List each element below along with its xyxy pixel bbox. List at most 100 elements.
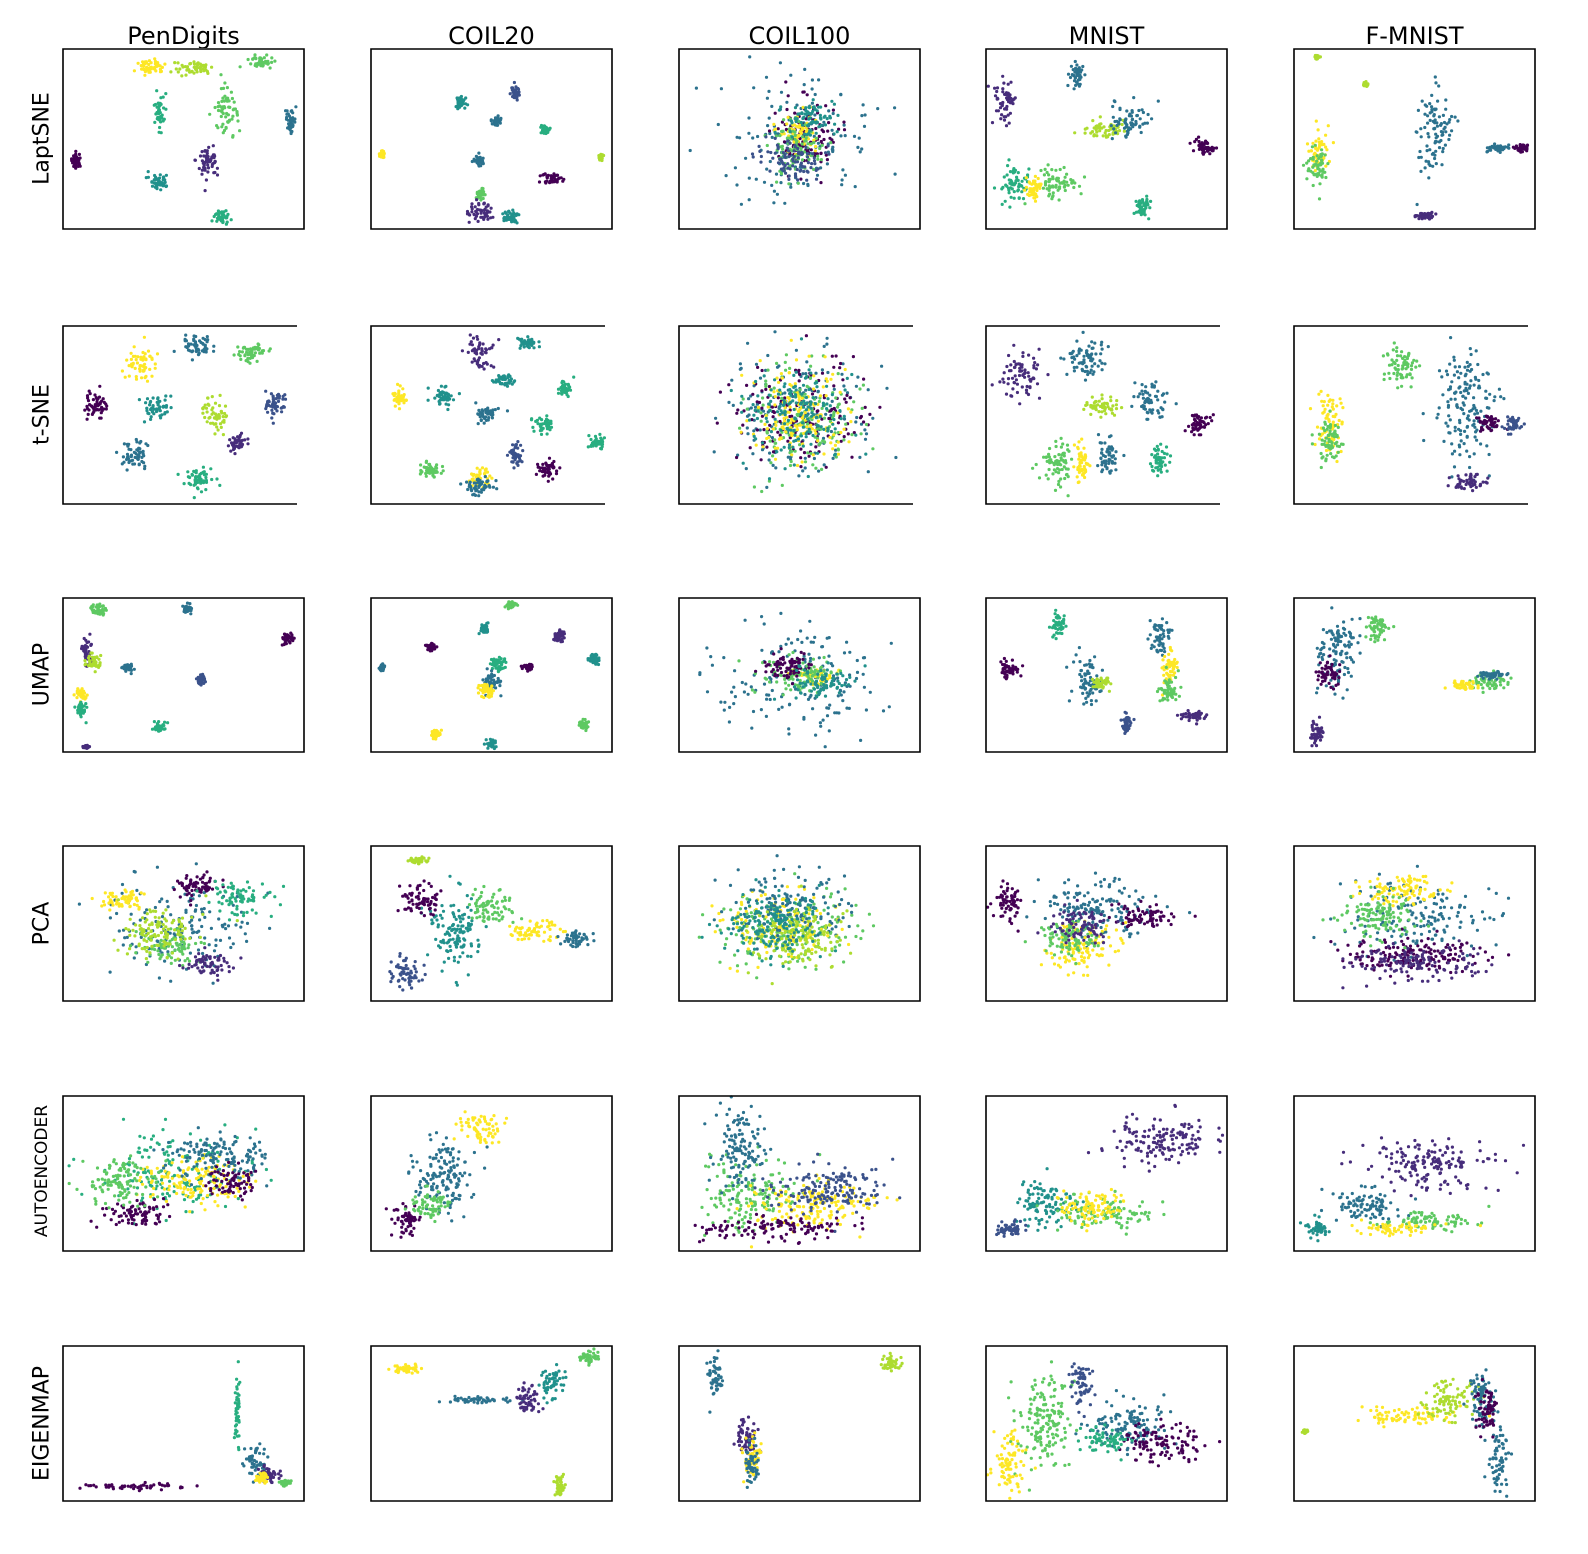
scatter-point	[267, 349, 271, 353]
scatter-point	[813, 162, 817, 166]
scatter-point	[1099, 122, 1103, 126]
scatter-point	[804, 388, 808, 392]
scatter-point	[483, 483, 487, 487]
scatter-point	[804, 408, 808, 412]
scatter-point	[740, 410, 744, 414]
scatter-point	[207, 403, 211, 407]
scatter-point	[496, 114, 500, 118]
scatter-point	[797, 398, 801, 402]
scatter-point	[849, 410, 853, 414]
scatter-point	[995, 97, 999, 101]
scatter-point	[162, 175, 166, 179]
scatter-point	[1100, 447, 1104, 451]
scatter-point	[1448, 118, 1452, 122]
scatter-point	[863, 428, 867, 432]
scatter-point	[814, 126, 818, 131]
scatter-point	[1093, 341, 1097, 345]
scatter-point	[714, 416, 718, 420]
scatter-point	[218, 483, 222, 487]
scatter-point	[194, 347, 199, 351]
scatter-point	[169, 406, 173, 410]
scatter-point	[1039, 182, 1043, 186]
scatter-point	[993, 86, 997, 90]
scatter-point	[203, 189, 207, 193]
scatter-point	[593, 434, 598, 438]
scatter-point	[1021, 351, 1025, 355]
scatter-point	[1112, 413, 1117, 417]
scatter-point	[782, 132, 786, 136]
scatter-point	[499, 376, 503, 380]
scatter-point	[525, 343, 529, 348]
scatter-point	[1061, 458, 1065, 462]
point-group	[712, 330, 898, 494]
scatter-point	[806, 142, 810, 146]
scatter-point	[189, 342, 193, 346]
scatter-point	[1147, 217, 1151, 221]
scatter-point	[848, 396, 852, 400]
scatter-point	[598, 432, 602, 436]
scatter-point	[1117, 129, 1122, 133]
scatter-point	[1129, 121, 1133, 125]
scatter-point	[1008, 170, 1013, 174]
scatter-point	[752, 429, 756, 433]
scatter-point	[474, 475, 478, 479]
scatter-point	[147, 412, 151, 416]
scatter-point	[1138, 117, 1142, 121]
scatter-point	[791, 399, 795, 403]
scatter-point	[822, 115, 826, 119]
scatter-point	[231, 447, 236, 452]
scatter-point	[540, 422, 544, 426]
scatter-point	[752, 418, 756, 422]
scatter-point	[791, 445, 795, 449]
scatter-point	[451, 398, 456, 402]
scatter-point	[164, 173, 168, 177]
scatter-point	[1201, 152, 1205, 156]
scatter-point	[756, 409, 760, 413]
scatter-point	[161, 119, 165, 123]
scatter-point	[799, 465, 803, 469]
scatter-point	[484, 348, 488, 352]
scatter-point	[1114, 468, 1118, 472]
scatter-point	[823, 123, 828, 127]
scatter-point	[155, 105, 159, 109]
scatter-point	[460, 349, 464, 353]
scatter-point	[747, 116, 751, 120]
scatter-point	[836, 421, 840, 425]
scatter-point	[207, 145, 211, 149]
scatter-point	[781, 403, 786, 407]
scatter-point	[1023, 188, 1027, 192]
scatter-point	[805, 178, 809, 182]
scatter-point	[248, 350, 252, 354]
scatter-point	[804, 395, 808, 400]
scatter-point	[789, 431, 793, 435]
scatter-point	[861, 103, 865, 107]
scatter-point	[1072, 365, 1076, 370]
scatter-point	[470, 210, 474, 214]
scatter-point	[498, 121, 502, 125]
scatter-point	[990, 121, 995, 125]
scatter-point	[494, 479, 498, 483]
scatter-point	[1428, 111, 1432, 115]
scatter-point	[463, 106, 467, 110]
scatter-point	[1309, 157, 1313, 161]
scatter-point	[1139, 205, 1143, 209]
scatter-point	[512, 88, 516, 92]
scatter-point	[563, 389, 567, 393]
scatter-point	[1415, 202, 1419, 207]
scatter-point	[222, 99, 226, 103]
scatter-point	[755, 416, 759, 421]
scatter-point	[419, 463, 423, 467]
scatter-point	[806, 170, 810, 174]
scatter-point	[1072, 465, 1076, 469]
scatter-point	[512, 218, 516, 222]
scatter-point	[473, 347, 477, 351]
scatter-point	[820, 368, 824, 372]
scatter-point	[787, 177, 791, 181]
scatter-point	[536, 465, 540, 469]
scatter-point	[85, 404, 89, 408]
scatter-point	[1423, 112, 1427, 116]
scatter-point	[1145, 121, 1149, 125]
scatter-point	[814, 144, 818, 149]
scatter-point	[1152, 384, 1156, 388]
